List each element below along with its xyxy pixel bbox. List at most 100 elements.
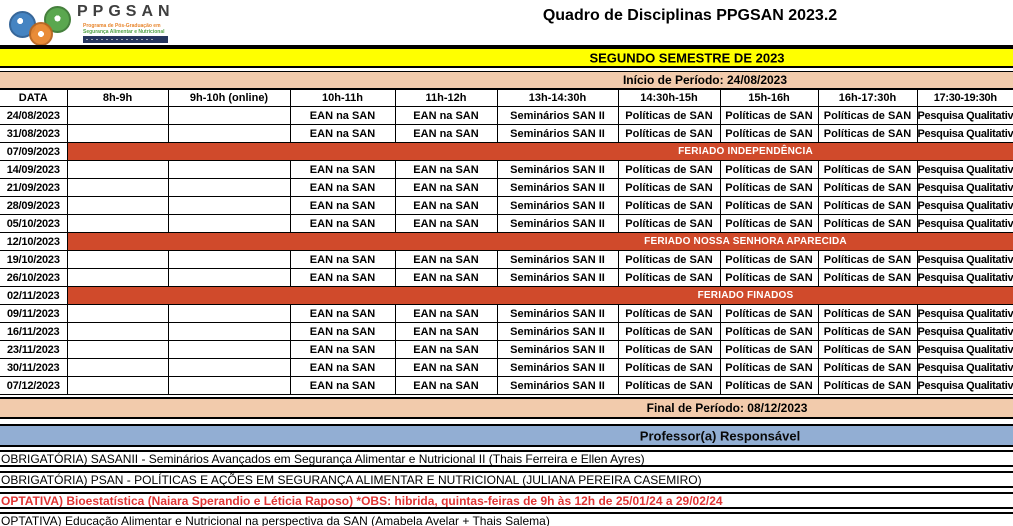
schedule-cell: Políticas de SAN bbox=[617, 358, 721, 377]
date-cell: 07/09/2023 bbox=[0, 142, 68, 161]
schedule-cell: Seminários SAN II bbox=[496, 178, 619, 197]
schedule-cell: EAN na SAN bbox=[289, 340, 396, 359]
schedule-cell bbox=[66, 340, 169, 359]
date-cell: 28/09/2023 bbox=[0, 196, 68, 215]
period-start-banner: Início de Período: 24/08/2023 bbox=[0, 71, 1013, 89]
schedule-cell: EAN na SAN bbox=[289, 124, 396, 143]
holiday-banner: FERIADO NOSSA SENHORA APARECIDA bbox=[66, 232, 1013, 251]
schedule-cell: Pesquisa Qualitativa bbox=[916, 160, 1013, 179]
semester-banner-label: SEGUNDO SEMESTRE DE 2023 bbox=[589, 50, 785, 65]
schedule-cell: Políticas de SAN bbox=[817, 340, 918, 359]
schedule-cell bbox=[66, 322, 169, 341]
schedule-cell: Políticas de SAN bbox=[719, 358, 819, 377]
schedule-cell: Políticas de SAN bbox=[719, 178, 819, 197]
schedule-cell: EAN na SAN bbox=[394, 322, 498, 341]
date-cell: 21/09/2023 bbox=[0, 178, 68, 197]
schedule-cell: Pesquisa Qualitativa bbox=[916, 196, 1013, 215]
schedule-cell: Seminários SAN II bbox=[496, 322, 619, 341]
schedule-cell: EAN na SAN bbox=[394, 358, 498, 377]
table-row: 21/09/2023 EAN na SAN EAN na SAN Seminários… bbox=[0, 178, 1013, 197]
schedule-cell: EAN na SAN bbox=[289, 106, 396, 125]
schedule-cell: EAN na SAN bbox=[394, 106, 498, 125]
column-header: DATA bbox=[0, 88, 68, 107]
schedule-table: DATA 8h-9h 9h-10h (online) 10h-11h 11h-12h 13… bbox=[0, 88, 1013, 395]
column-header: 8h-9h bbox=[66, 88, 169, 107]
schedule-cell: Políticas de SAN bbox=[617, 214, 721, 233]
schedule-cell bbox=[167, 304, 291, 323]
logo-university-bar bbox=[83, 36, 168, 43]
date-cell: 02/11/2023 bbox=[0, 286, 68, 305]
schedule-cell bbox=[167, 160, 291, 179]
schedule-cell: Pesquisa Qualitativa bbox=[916, 250, 1013, 269]
schedule-cell: Políticas de SAN bbox=[719, 304, 819, 323]
schedule-cell: Políticas de SAN bbox=[817, 304, 918, 323]
schedule-cell: Pesquisa Qualitativa bbox=[916, 358, 1013, 377]
schedule-cell bbox=[66, 250, 169, 269]
schedule-cell: Seminários SAN II bbox=[496, 358, 619, 377]
schedule-cell: EAN na SAN bbox=[289, 214, 396, 233]
legend-text: OBRIGATÓRIA) SASANII - Seminários Avança… bbox=[1, 451, 645, 466]
schedule-cell: EAN na SAN bbox=[394, 196, 498, 215]
date-cell: 31/08/2023 bbox=[0, 124, 68, 143]
table-row: 07/12/2023 EAN na SAN EAN na SAN Seminários… bbox=[0, 376, 1013, 395]
schedule-cell bbox=[66, 214, 169, 233]
schedule-cell: EAN na SAN bbox=[394, 178, 498, 197]
schedule-cell: EAN na SAN bbox=[394, 304, 498, 323]
schedule-cell: Pesquisa Qualitativa bbox=[916, 322, 1013, 341]
schedule-cell: Pesquisa Qualitativa bbox=[916, 376, 1013, 395]
schedule-cell bbox=[167, 196, 291, 215]
schedule-cell: Políticas de SAN bbox=[817, 214, 918, 233]
schedule-cell: Políticas de SAN bbox=[817, 124, 918, 143]
schedule-cell bbox=[167, 124, 291, 143]
food-grid-icon bbox=[29, 22, 53, 46]
schedule-cell: EAN na SAN bbox=[289, 196, 396, 215]
date-cell: 23/11/2023 bbox=[0, 340, 68, 359]
schedule-cell: Políticas de SAN bbox=[817, 196, 918, 215]
period-start-label: Início de Período: 24/08/2023 bbox=[622, 73, 788, 87]
page-title: Quadro de Disciplinas PPGSAN 2023.2 bbox=[542, 7, 838, 24]
logo-subtitle-line2: Segurança Alimentar e Nutricional bbox=[83, 29, 165, 35]
table-row: 02/11/2023 FERIADO FINADOS bbox=[0, 286, 1013, 305]
schedule-cell: Pesquisa Qualitativa bbox=[916, 214, 1013, 233]
schedule-cell bbox=[66, 178, 169, 197]
schedule-cell: EAN na SAN bbox=[289, 322, 396, 341]
schedule-cell: EAN na SAN bbox=[289, 160, 396, 179]
schedule-cell bbox=[167, 106, 291, 125]
schedule-cell: EAN na SAN bbox=[394, 214, 498, 233]
schedule-cell: Políticas de SAN bbox=[719, 106, 819, 125]
schedule-cell: Políticas de SAN bbox=[719, 268, 819, 287]
date-cell: 07/12/2023 bbox=[0, 376, 68, 395]
schedule-cell bbox=[66, 268, 169, 287]
schedule-cell: Seminários SAN II bbox=[496, 124, 619, 143]
schedule-cell: Seminários SAN II bbox=[496, 268, 619, 287]
schedule-cell: Políticas de SAN bbox=[817, 268, 918, 287]
date-cell: 05/10/2023 bbox=[0, 214, 68, 233]
schedule-cell: EAN na SAN bbox=[289, 358, 396, 377]
table-row: 30/11/2023 EAN na SAN EAN na SAN Seminários… bbox=[0, 358, 1013, 377]
schedule-cell bbox=[66, 106, 169, 125]
date-cell: 16/11/2023 bbox=[0, 322, 68, 341]
schedule-header-row: DATA 8h-9h 9h-10h (online) 10h-11h 11h-12h 13… bbox=[0, 88, 1013, 107]
semester-banner: SEGUNDO SEMESTRE DE 2023 bbox=[0, 47, 1013, 68]
table-row: 19/10/2023 EAN na SAN EAN na SAN Seminários… bbox=[0, 250, 1013, 269]
schedule-cell bbox=[66, 376, 169, 395]
table-row: 23/11/2023 EAN na SAN EAN na SAN Seminários… bbox=[0, 340, 1013, 359]
logo-acronym: PPGSAN bbox=[77, 3, 175, 20]
schedule-cell bbox=[167, 214, 291, 233]
column-header: 17:30-19:30h bbox=[916, 88, 1013, 107]
column-header: 11h-12h bbox=[394, 88, 498, 107]
table-row: 26/10/2023 EAN na SAN EAN na SAN Seminários… bbox=[0, 268, 1013, 287]
date-cell: 24/08/2023 bbox=[0, 106, 68, 125]
schedule-cell: Políticas de SAN bbox=[617, 304, 721, 323]
logo-subtitle-line1: Programa de Pós-Graduação em bbox=[83, 23, 161, 29]
schedule-cell: Pesquisa Qualitativa bbox=[916, 106, 1013, 125]
table-row: 12/10/2023 FERIADO NOSSA SENHORA APARECID… bbox=[0, 232, 1013, 251]
table-row: 16/11/2023 EAN na SAN EAN na SAN Seminários… bbox=[0, 322, 1013, 341]
schedule-cell: EAN na SAN bbox=[289, 178, 396, 197]
schedule-cell: Políticas de SAN bbox=[617, 124, 721, 143]
schedule-cell: Políticas de SAN bbox=[719, 160, 819, 179]
date-cell: 19/10/2023 bbox=[0, 250, 68, 269]
schedule-cell: Políticas de SAN bbox=[617, 376, 721, 395]
holiday-banner: FERIADO FINADOS bbox=[66, 286, 1013, 305]
